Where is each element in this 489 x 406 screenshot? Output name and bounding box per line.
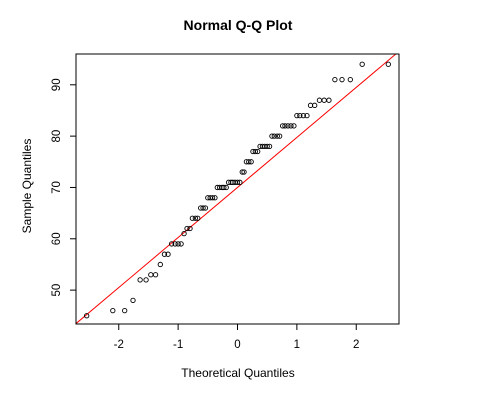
plot-frame [75,53,400,325]
data-point-0 [84,313,90,319]
data-point-42 [246,159,252,165]
data-point-2 [122,308,128,314]
data-point-57 [282,123,288,129]
data-point-52 [269,133,275,139]
x-tick-label: -2 [114,339,124,351]
data-point-4 [137,277,143,283]
data-point-20 [195,215,201,221]
data-point-55 [277,133,283,139]
y-axis-label: Sample Quantiles [20,139,34,234]
data-point-54 [274,133,280,139]
data-point-37 [234,179,241,185]
data-point-3 [130,297,136,304]
data-point-60 [291,123,297,129]
data-point-67 [316,97,323,103]
chart-title: Normal Q-Q Plot [184,17,293,33]
data-point-50 [264,143,270,150]
data-point-22 [200,205,206,211]
data-point-32 [223,184,229,191]
data-point-15 [181,231,187,237]
data-point-38 [237,179,243,185]
x-axis-label: Theoretical Quantiles [181,366,294,380]
data-point-9 [161,251,168,257]
data-point-12 [172,241,178,247]
data-point-13 [175,241,181,247]
data-points [84,61,391,319]
data-point-73 [359,61,365,67]
data-point-6 [148,272,154,278]
x-tick-label: 1 [294,339,300,351]
data-point-71 [339,77,345,83]
x-tick-label: -1 [173,339,183,351]
data-point-51 [266,143,273,150]
data-point-40 [241,169,247,175]
data-point-1 [110,308,116,314]
reference-line [76,54,397,324]
data-point-69 [326,97,332,103]
x-axis: -2 -1 0 1 2 [114,324,359,351]
data-point-66 [312,102,318,108]
x-tick-label: 2 [353,339,359,351]
data-point-59 [288,123,294,129]
data-point-5 [143,277,149,283]
data-point-14 [178,241,184,247]
y-tick-label: 50 [51,284,63,297]
data-point-61 [294,112,300,119]
data-point-70 [332,77,338,83]
data-point-72 [347,77,353,83]
data-point-31 [221,184,227,191]
data-point-39 [239,169,245,175]
data-point-53 [271,133,277,139]
data-point-27 [212,195,218,201]
data-point-46 [255,148,261,155]
y-tick-label: 70 [51,181,63,194]
y-tick-label: 80 [51,130,63,143]
data-point-19 [192,215,198,221]
data-point-56 [279,123,286,129]
data-point-43 [248,159,254,165]
data-point-74 [385,61,391,67]
data-point-11 [168,241,175,247]
data-point-16 [184,225,190,232]
y-axis: 50 60 70 80 90 [51,78,76,297]
data-point-7 [152,272,159,278]
data-point-17 [187,225,193,232]
data-point-45 [252,148,258,155]
data-point-18 [189,215,196,221]
data-point-64 [304,112,310,119]
data-point-58 [285,123,291,129]
y-tick-label: 90 [51,78,63,91]
data-point-23 [202,205,209,211]
data-point-68 [321,97,327,103]
data-point-8 [157,261,163,268]
data-point-63 [300,112,307,119]
data-point-10 [165,251,171,257]
data-point-26 [209,195,216,201]
x-tick-label: 0 [234,339,240,351]
data-point-62 [297,112,303,119]
y-tick-label: 60 [51,232,63,245]
